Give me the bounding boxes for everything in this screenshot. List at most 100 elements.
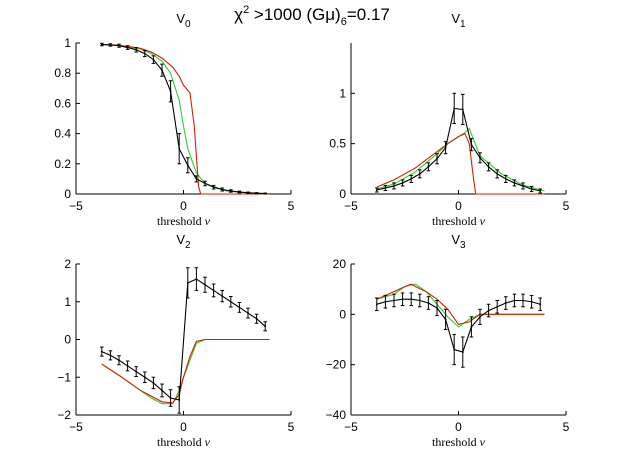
data-point [487, 309, 490, 312]
x-tick-label: 0 [180, 199, 187, 213]
panel-v3: −5 0 5 −40 −20 0 20 V3 threshold ν [326, 232, 570, 449]
data-point [204, 283, 206, 286]
figure-title-mid: >1000 (Gμ) [249, 5, 341, 24]
data-point [118, 44, 120, 47]
data-point [212, 289, 215, 292]
data-point [487, 165, 490, 168]
panel-title-subscript: 0 [185, 19, 191, 30]
x-axis-label-text: threshold [157, 214, 205, 228]
series-red [376, 283, 545, 326]
data-point [530, 188, 533, 190]
x-tick-label: 0 [180, 420, 187, 434]
series-green [101, 43, 270, 195]
panel-title: V0 [176, 11, 191, 30]
data-point [264, 192, 267, 195]
data-point [161, 69, 163, 72]
data-point [461, 108, 464, 111]
data-point [169, 90, 172, 93]
data-point [453, 107, 456, 110]
x-tick-label: 0 [455, 199, 462, 213]
series-black [100, 42, 267, 195]
data-point [444, 146, 447, 149]
y-tick-label: −40 [326, 408, 347, 422]
data-point [100, 43, 103, 46]
x-tick-label: −5 [344, 420, 358, 434]
panel-title: V2 [176, 232, 191, 251]
y-tick-label: 1 [339, 86, 346, 100]
x-axis-label-text: threshold [432, 435, 480, 449]
data-point [238, 306, 241, 309]
series-green [376, 127, 545, 192]
y-tick-label: 1 [64, 36, 71, 50]
data-point [444, 318, 447, 321]
data-point [178, 399, 181, 401]
x-axis-label: threshold ν [157, 214, 211, 228]
x-tick-label: −5 [69, 420, 83, 434]
data-point [496, 305, 499, 308]
y-tick-label: 0 [64, 333, 71, 347]
panel-title-letter: V [451, 11, 460, 26]
data-point [496, 172, 499, 175]
x-axis-label: threshold ν [432, 435, 486, 449]
data-point [221, 295, 224, 297]
panel-title-letter: V [451, 232, 460, 247]
series-line-black [101, 278, 266, 401]
y-tick-label: 2 [64, 257, 71, 271]
x-axis-label-symbol: ν [480, 435, 486, 449]
data-point [461, 351, 464, 353]
data-point [126, 365, 129, 367]
data-point [410, 178, 413, 180]
series-line-red [376, 283, 545, 326]
data-point [401, 298, 404, 301]
figure-title-chi-sup: 2 [243, 4, 249, 16]
data-point [229, 300, 232, 303]
data-point [513, 299, 516, 302]
data-point [161, 389, 163, 392]
data-point [436, 307, 438, 309]
data-point [470, 143, 473, 146]
data-point [195, 278, 198, 280]
data-point [195, 178, 198, 180]
series-line-black [376, 298, 541, 353]
data-point [255, 192, 258, 195]
x-tick-label: 5 [563, 199, 570, 213]
data-point [238, 191, 241, 193]
y-tick-label: −2 [57, 408, 71, 422]
panel-title-letter: V [176, 232, 185, 247]
data-point [393, 185, 395, 187]
x-axis-label-symbol: ν [205, 435, 211, 449]
data-point [410, 298, 413, 301]
data-point [539, 303, 542, 306]
data-point [401, 182, 404, 184]
data-point [100, 350, 103, 353]
series-line-green [376, 127, 545, 192]
data-point [135, 370, 138, 373]
data-point [513, 182, 516, 184]
data-point [539, 190, 542, 192]
figure-title: χ2 >1000 (Gμ)6=0.17 [234, 4, 390, 28]
figure-title-end: =0.17 [347, 5, 390, 24]
y-tick-label: 0 [339, 187, 346, 201]
data-point [186, 164, 189, 167]
data-point [522, 185, 524, 187]
data-point [427, 302, 430, 304]
series-line-red [376, 132, 545, 195]
y-tick-label: 0 [339, 307, 346, 321]
data-point [504, 178, 507, 180]
figure-title-chi: χ [234, 5, 243, 24]
panel-title-subscript: 1 [460, 19, 466, 30]
panel-title-letter: V [176, 11, 185, 26]
x-tick-label: 5 [288, 420, 295, 434]
data-point [109, 44, 112, 46]
data-point [152, 58, 155, 61]
y-tick-label: 20 [333, 257, 347, 271]
data-point [143, 52, 146, 55]
data-point [212, 186, 215, 189]
data-point [135, 48, 138, 51]
data-point [126, 46, 129, 49]
data-point [109, 354, 112, 357]
series-line-black [376, 107, 541, 192]
y-tick-label: 0.6 [54, 96, 71, 110]
